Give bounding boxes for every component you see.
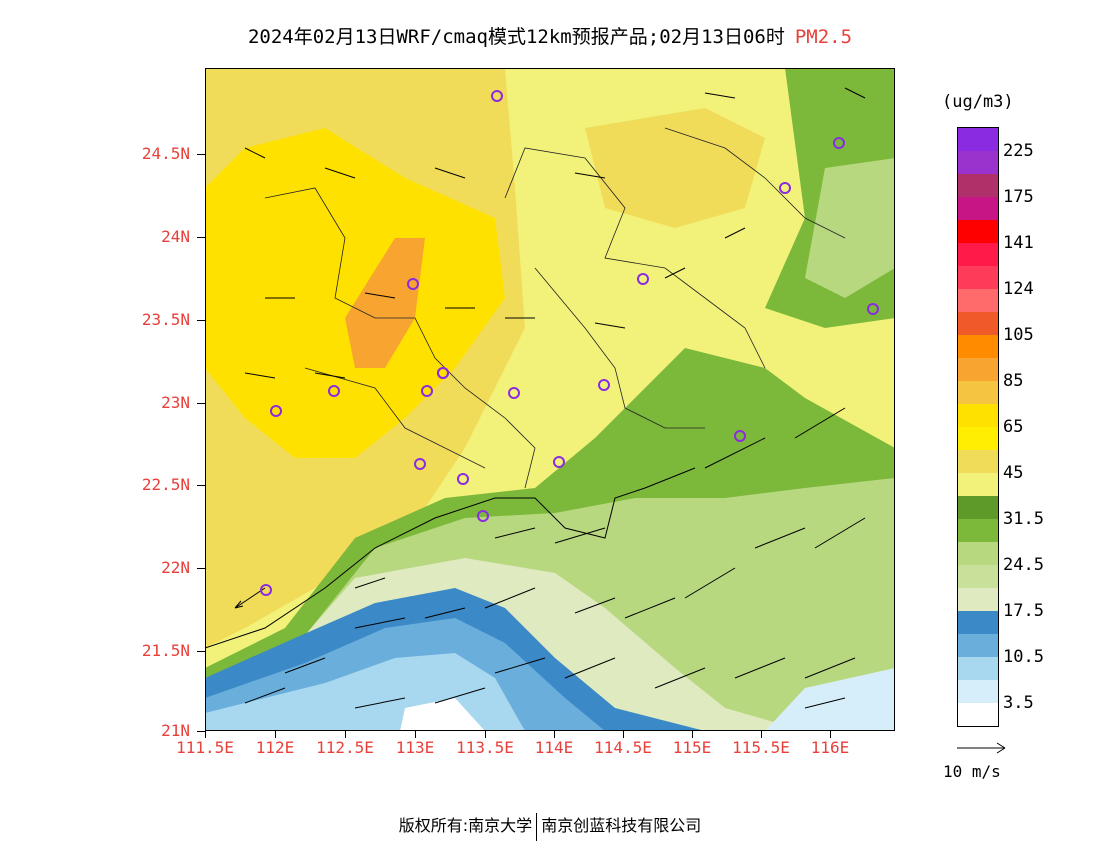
colorbar-label: 124 <box>1003 279 1034 299</box>
lon-tick-mark <box>345 731 346 738</box>
lon-tick-mark <box>554 731 555 738</box>
lat-tick-mark <box>197 568 205 569</box>
title-variable: PM2.5 <box>794 26 853 48</box>
lat-tick-mark <box>197 485 205 486</box>
lat-tick-label: 21N <box>161 721 190 740</box>
lon-tick-mark <box>623 731 624 738</box>
colorbar-swatch <box>958 128 998 151</box>
colorbar-label: 175 <box>1003 187 1034 207</box>
admin-boundaries <box>264 127 846 489</box>
lon-tick-label: 116E <box>810 738 850 757</box>
colorbar-label: 17.5 <box>1003 601 1044 621</box>
lon-tick-mark <box>205 731 206 738</box>
lon-tick-label: 113.5E <box>456 738 514 757</box>
lon-tick-mark <box>692 731 693 738</box>
pm-area-65 <box>205 128 505 458</box>
colorbar-swatch <box>958 450 998 473</box>
lon-tick-label: 111.5E <box>176 738 234 757</box>
colorbar-swatch <box>958 151 998 174</box>
colorbar-label: 3.5 <box>1003 693 1034 713</box>
lat-tick-label: 23N <box>161 393 190 412</box>
colorbar-swatch <box>958 335 998 358</box>
colorbar-swatch <box>958 358 998 381</box>
wind-reference-label: 10 m/s <box>943 762 1001 781</box>
lat-tick-label: 22N <box>161 558 190 577</box>
lon-tick-mark <box>485 731 486 738</box>
lat-tick-mark <box>197 403 205 404</box>
pm-area-24-5-ne <box>805 158 895 298</box>
colorbar-label: 85 <box>1003 371 1024 391</box>
footer-copyright: 版权所有:南京大学 <box>398 816 533 835</box>
colorbar-swatch <box>958 220 998 243</box>
colorbar-swatch <box>958 634 998 657</box>
colorbar-swatch <box>958 289 998 312</box>
colorbar-label: 225 <box>1003 141 1034 161</box>
lon-tick-label: 114.5E <box>594 738 652 757</box>
lat-tick-label: 23.5N <box>141 310 190 329</box>
pm-area-45-ne <box>585 108 765 228</box>
colorbar-swatch <box>958 680 998 703</box>
lon-tick-label: 112E <box>255 738 295 757</box>
footer: 版权所有:南京大学 南京创蓝科技有限公司 <box>0 812 1100 841</box>
lat-tick-label: 24N <box>161 227 190 246</box>
colorbar-swatch <box>958 611 998 634</box>
colorbar-swatch <box>958 381 998 404</box>
title-main: 2024年02月13日WRF/cmaq模式12km预报产品;02月13日06时 <box>247 26 785 48</box>
colorbar-swatch <box>958 266 998 289</box>
colorbar-swatch <box>958 174 998 197</box>
pm-area-min <box>400 698 485 731</box>
colorbar-swatch <box>958 657 998 680</box>
lat-tick-mark <box>197 154 205 155</box>
map-panel[interactable] <box>205 68 895 731</box>
wind-reference-arrow <box>955 740 1011 760</box>
colorbar-label: 105 <box>1003 325 1034 345</box>
footer-separator <box>536 812 538 841</box>
colorbar-unit: (ug/m3) <box>942 92 1014 112</box>
colorbar-swatch <box>958 496 998 519</box>
colorbar-swatch <box>958 519 998 542</box>
lat-tick-mark <box>197 237 205 238</box>
colorbar-label: 31.5 <box>1003 509 1044 529</box>
colorbar <box>957 127 999 727</box>
colorbar-swatch <box>958 197 998 220</box>
colorbar-label: 24.5 <box>1003 555 1044 575</box>
colorbar-swatch <box>958 565 998 588</box>
lon-tick-mark <box>761 731 762 738</box>
colorbar-label: 45 <box>1003 463 1024 483</box>
lon-tick-label: 112.5E <box>316 738 374 757</box>
lon-tick-label: 115.5E <box>732 738 790 757</box>
lon-tick-mark <box>415 731 416 738</box>
lat-tick-mark <box>197 651 205 652</box>
colorbar-swatch <box>958 542 998 565</box>
colorbar-swatch <box>958 588 998 611</box>
colorbar-swatch <box>958 243 998 266</box>
lat-tick-mark <box>197 320 205 321</box>
colorbar-swatch <box>958 473 998 496</box>
colorbar-swatch <box>958 404 998 427</box>
colorbar-label: 141 <box>1003 233 1034 253</box>
pm-area-3-5-east <box>765 668 895 731</box>
lat-tick-mark <box>197 731 205 732</box>
pollution-map <box>205 68 895 731</box>
map-title: 2024年02月13日WRF/cmaq模式12km预报产品;02月13日06时 P… <box>0 22 1100 49</box>
lat-tick-label: 24.5N <box>141 144 190 163</box>
monitoring-stations <box>260 90 879 596</box>
lon-tick-mark <box>830 731 831 738</box>
lon-tick-label: 113E <box>395 738 435 757</box>
lat-tick-label: 21.5N <box>141 641 190 660</box>
wind-vectors <box>234 87 866 709</box>
pm-area-85 <box>345 238 425 368</box>
map-border <box>205 68 895 731</box>
lon-tick-label: 115E <box>672 738 712 757</box>
colorbar-label: 65 <box>1003 417 1024 437</box>
lon-tick-mark <box>275 731 276 738</box>
coastline <box>205 487 646 649</box>
colorbar-label: 10.5 <box>1003 647 1044 667</box>
colorbar-swatch <box>958 703 998 726</box>
lat-tick-label: 22.5N <box>141 475 190 494</box>
colorbar-swatch <box>958 427 998 450</box>
colorbar-swatch <box>958 312 998 335</box>
lon-tick-label: 114E <box>534 738 574 757</box>
footer-company: 南京创蓝科技有限公司 <box>541 816 702 835</box>
